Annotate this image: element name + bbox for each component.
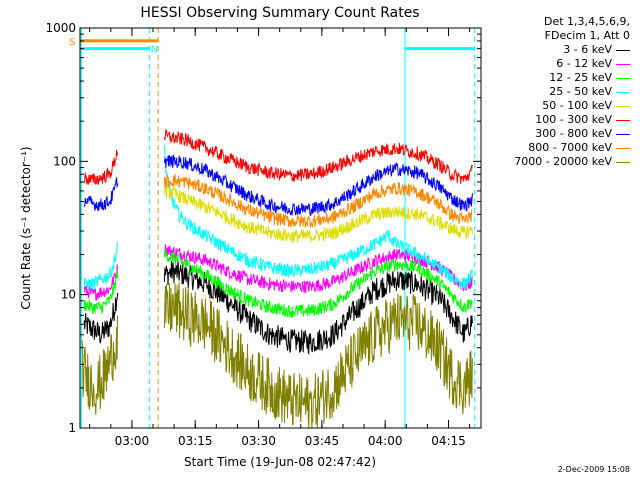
legend-header-line-2: FDecim 1, Att 0 xyxy=(544,29,630,42)
chart-title: HESSI Observing Summary Count Rates xyxy=(140,5,419,21)
legend-label: 3 - 6 keV xyxy=(563,43,612,56)
series-line xyxy=(163,184,473,243)
series-line xyxy=(81,315,119,415)
legend-swatch xyxy=(616,92,630,93)
x-tick-label: 04:00 xyxy=(368,434,403,448)
x-tick-label: 03:15 xyxy=(178,434,213,448)
series-line xyxy=(83,269,119,315)
legend-swatch xyxy=(616,162,630,163)
legend-header-line-1: Det 1,3,4,5,6,9, xyxy=(543,15,630,28)
series-line xyxy=(83,149,119,185)
legend-swatch xyxy=(616,78,630,79)
y-tick-label: 10 xyxy=(61,288,76,302)
legend-swatch xyxy=(616,64,630,65)
series-line xyxy=(163,282,473,429)
series-line xyxy=(163,154,473,217)
legend-label: 7000 - 20000 keV xyxy=(514,155,612,168)
series-line xyxy=(163,173,473,228)
legend-entry: 800 - 7000 keV xyxy=(484,141,634,155)
x-tick-label: 03:45 xyxy=(305,434,340,448)
legend-label: 12 - 25 keV xyxy=(549,71,612,84)
x-tick-label: 03:00 xyxy=(115,434,150,448)
legend-label: 300 - 800 keV xyxy=(535,127,612,140)
legend-label: 25 - 50 keV xyxy=(549,85,612,98)
legend-entry: 25 - 50 keV xyxy=(484,85,634,99)
y-tick-label: 1000 xyxy=(45,21,76,35)
y-tick-label: 1 xyxy=(68,421,76,435)
y-tick-label: 100 xyxy=(53,154,76,168)
x-axis-label: Start Time (19-Jun-08 02:47:42) xyxy=(184,455,376,469)
legend-swatch xyxy=(616,120,630,121)
legend-label: 100 - 300 keV xyxy=(535,113,612,126)
legend-swatch xyxy=(616,148,630,149)
series-line xyxy=(163,260,473,356)
plot-frame xyxy=(79,27,482,429)
series-line xyxy=(163,144,473,290)
legend-entry: 6 - 12 keV xyxy=(484,57,634,71)
series-line xyxy=(163,248,473,318)
legend-entry: 100 - 300 keV xyxy=(484,113,634,127)
axes: 1 10 100 1000 03:00 03:15 03:30 03:45 04:00 04:15 xyxy=(45,21,481,448)
x-tick-label: 03:30 xyxy=(241,434,276,448)
legend-label: 800 - 7000 keV xyxy=(528,141,612,154)
legend-entry: 3 - 6 keV xyxy=(484,43,634,57)
legend-swatch xyxy=(616,50,630,51)
x-tick-label: 04:15 xyxy=(431,434,466,448)
legend-swatch xyxy=(616,106,630,107)
legend-entry: 50 - 100 keV xyxy=(484,99,634,113)
series-line xyxy=(163,244,473,294)
series-line xyxy=(163,129,473,184)
legend-label: 6 - 12 keV xyxy=(556,57,612,70)
legend-entry: 12 - 25 keV xyxy=(484,71,634,85)
timestamp-stamp: 2-Dec-2009 15:08 xyxy=(557,465,630,474)
plot-area: SN xyxy=(69,28,476,429)
legend-entry: 300 - 800 keV xyxy=(484,127,634,141)
series-line xyxy=(83,241,119,291)
flag-label: S xyxy=(69,37,75,48)
legend-swatch xyxy=(616,134,630,135)
series-line xyxy=(83,177,119,212)
series-line xyxy=(83,292,119,344)
flag-label: N xyxy=(151,45,158,56)
series-line xyxy=(83,264,119,301)
y-axis-label: Count Rate (s⁻¹ detector⁻¹) xyxy=(19,146,33,309)
legend-label: 50 - 100 keV xyxy=(542,99,612,112)
legend-entry: 7000 - 20000 keV xyxy=(484,155,634,169)
